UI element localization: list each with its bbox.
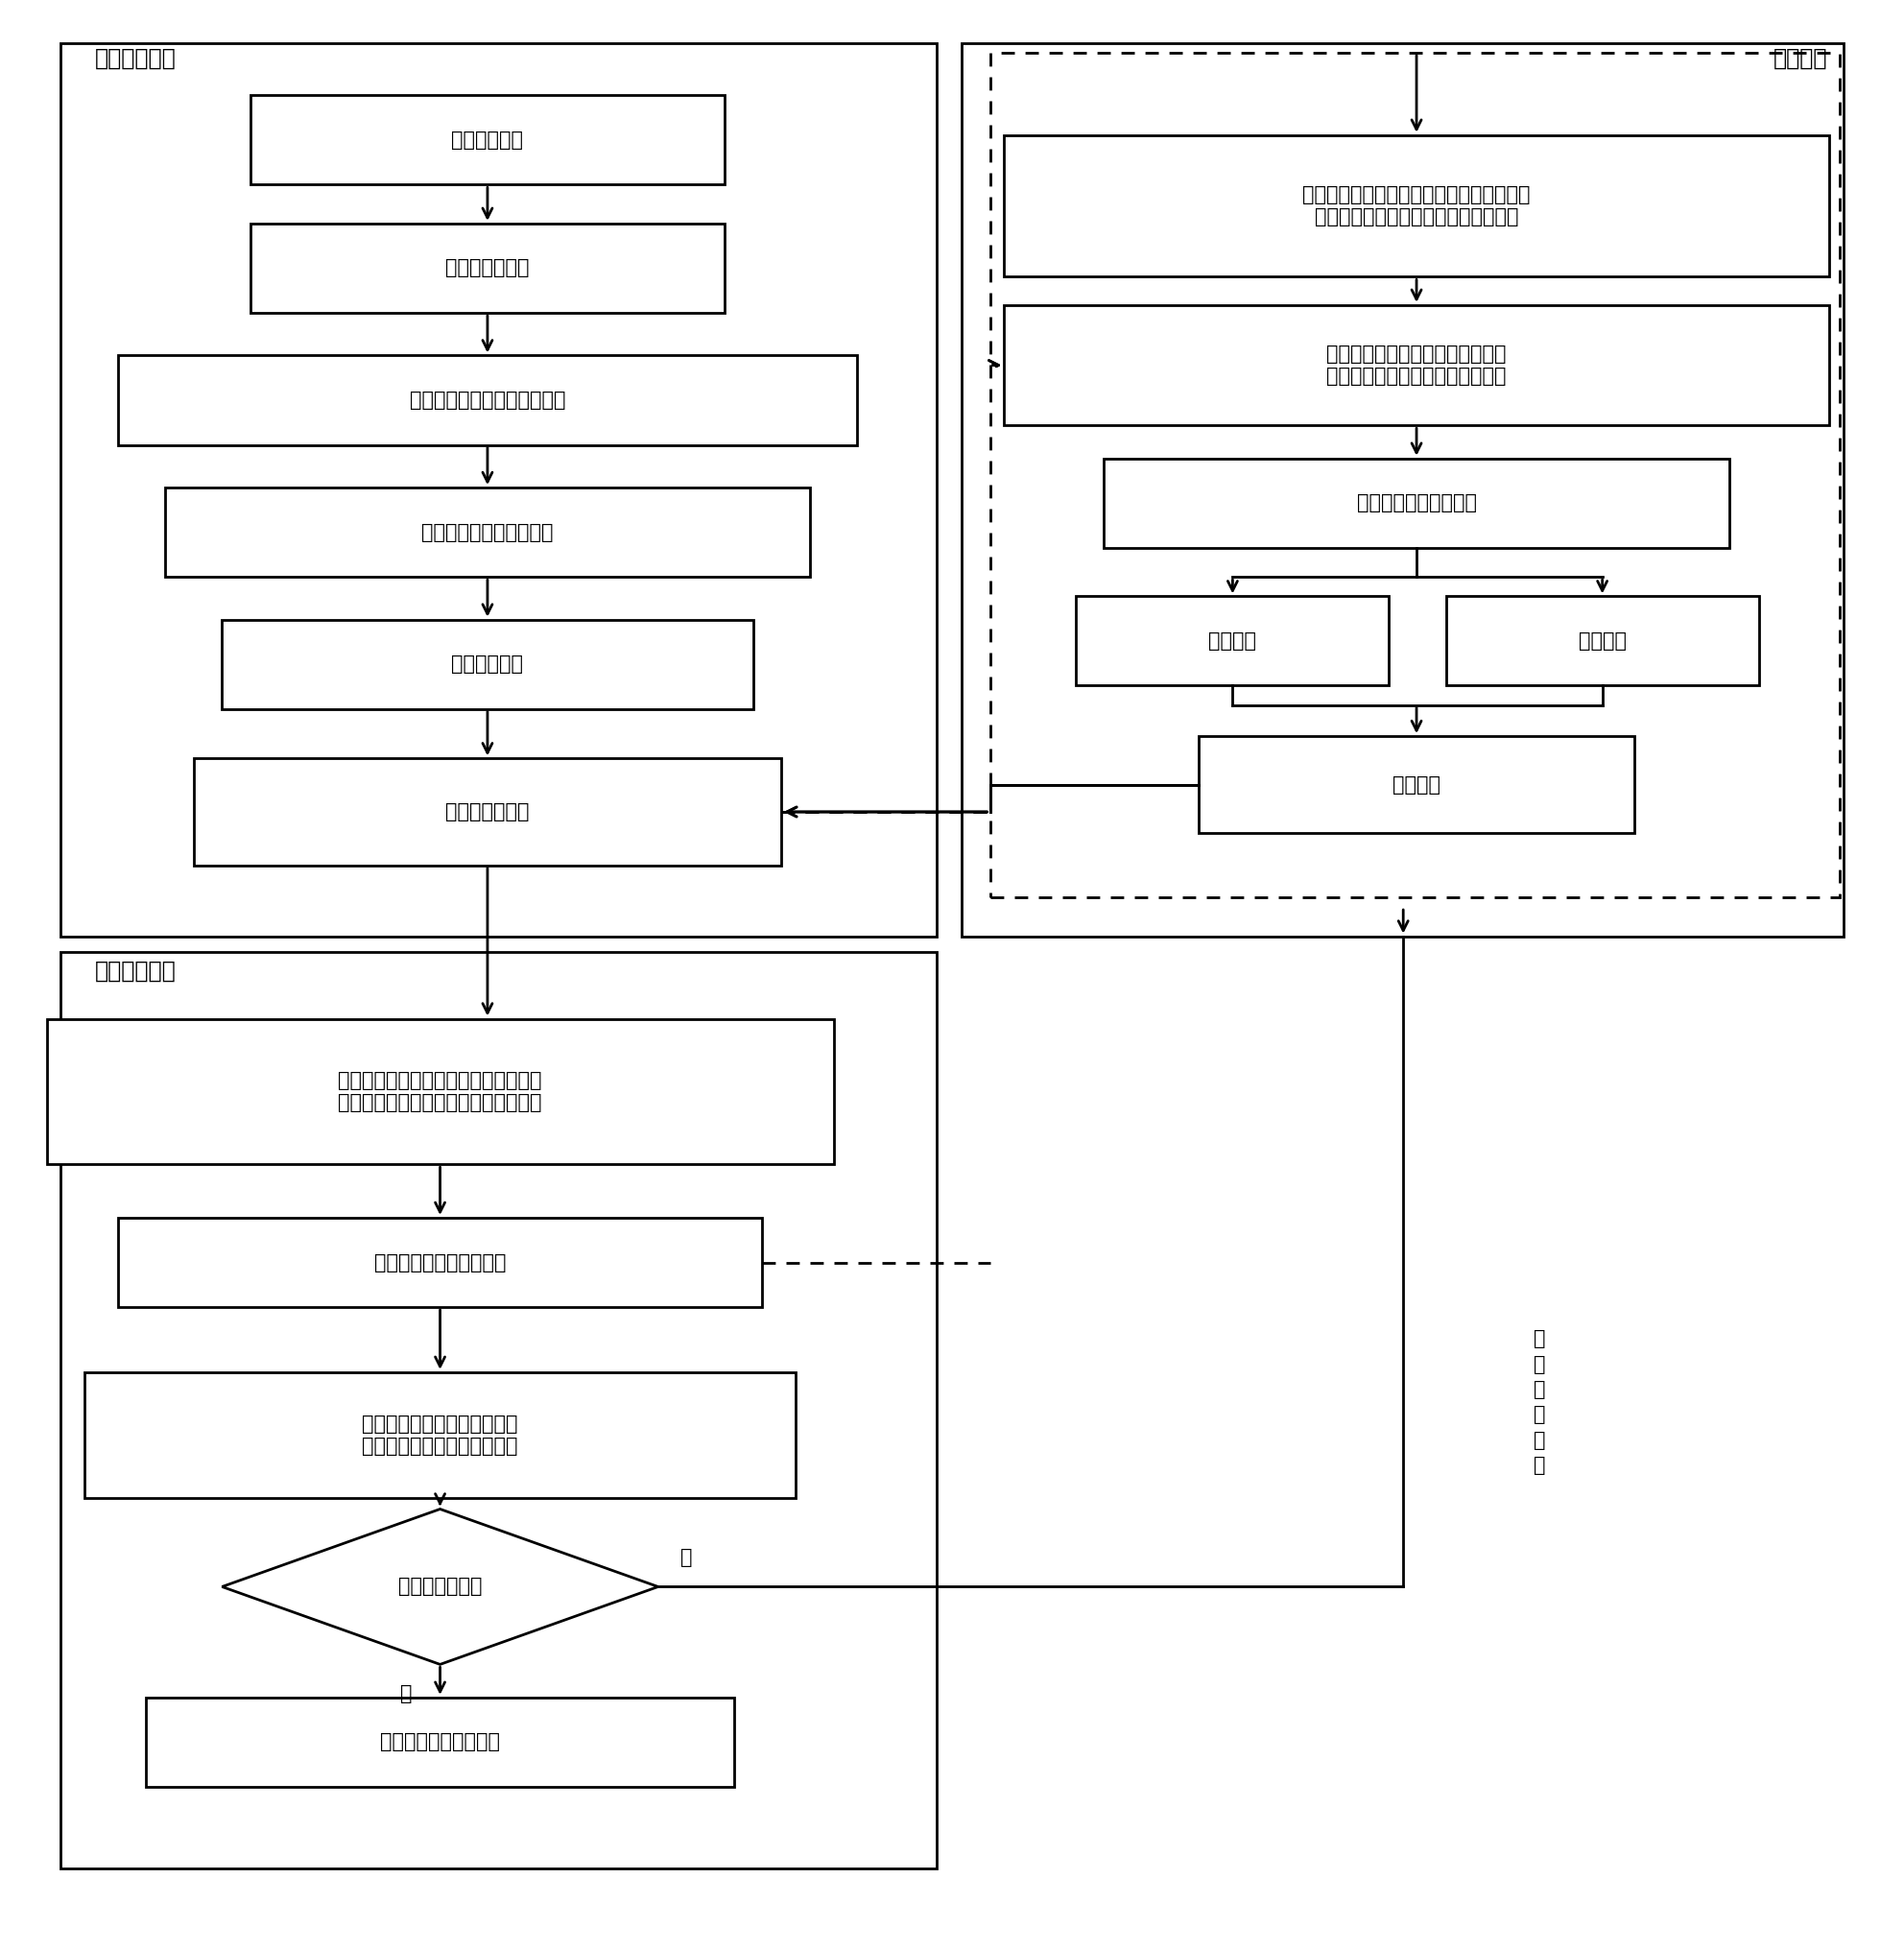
Text: 否: 否 (682, 1548, 693, 1568)
FancyBboxPatch shape (1445, 597, 1759, 686)
Text: 结论属性: 结论属性 (1578, 632, 1626, 651)
FancyBboxPatch shape (1003, 304, 1830, 425)
Text: 对原始决策表进行离散化处理: 对原始决策表进行离散化处理 (409, 390, 565, 409)
Bar (990, 53, 1839, 897)
Text: 规则校验: 规则校验 (1392, 774, 1441, 794)
Text: 是: 是 (400, 1685, 411, 1702)
FancyBboxPatch shape (223, 620, 752, 710)
Text: 构建原始决策表: 构建原始决策表 (446, 259, 529, 277)
Text: 专家系统预测: 专家系统预测 (95, 959, 177, 983)
Text: 启
动
在
线
学
习: 启 动 在 线 学 习 (1535, 1330, 1546, 1474)
Text: 输出结晶状态预测结果: 输出结晶状态预测结果 (1356, 493, 1476, 513)
Text: 以实时的条件属性离散值作为输入
变量输入到模型中，进行在线预测: 以实时的条件属性离散值作为输入 变量输入到模型中，进行在线预测 (1327, 345, 1506, 386)
Polygon shape (223, 1509, 659, 1665)
FancyBboxPatch shape (1198, 737, 1634, 833)
FancyBboxPatch shape (1076, 597, 1390, 686)
Text: 离线知识获取: 离线知识获取 (95, 47, 177, 70)
FancyBboxPatch shape (84, 1373, 796, 1498)
FancyBboxPatch shape (251, 96, 725, 185)
FancyBboxPatch shape (118, 355, 857, 445)
FancyBboxPatch shape (118, 1217, 762, 1306)
Text: 在线学习: 在线学习 (1775, 47, 1828, 70)
Text: 从动态数据库中获取影响煮糖过程结晶
状态的因素的实时值作为实时数据样本: 从动态数据库中获取影响煮糖过程结晶 状态的因素的实时值作为实时数据样本 (339, 1071, 543, 1111)
Text: 历史数据样本: 历史数据样本 (451, 131, 524, 150)
Text: 采用粗糙集理论进行约简: 采用粗糙集理论进行约简 (421, 523, 554, 542)
Text: 实时数据样本离散化处理: 实时数据样本离散化处理 (373, 1252, 506, 1271)
FancyBboxPatch shape (166, 488, 809, 577)
Text: 输出结晶状态预测结果: 输出结晶状态预测结果 (381, 1732, 501, 1751)
FancyBboxPatch shape (194, 759, 781, 866)
Text: 预测规则提取: 预测规则提取 (451, 655, 524, 675)
Text: 专家系统的推理机利用现有专
家知识库的知识进行规则匹配: 专家系统的推理机利用现有专 家知识库的知识进行规则匹配 (362, 1414, 518, 1457)
FancyBboxPatch shape (147, 1696, 733, 1786)
Text: 专家系统知识库: 专家系统知识库 (446, 801, 529, 821)
Text: 条件属性: 条件属性 (1209, 632, 1257, 651)
FancyBboxPatch shape (1003, 135, 1830, 277)
Text: 是否匹配成功？: 是否匹配成功？ (398, 1578, 482, 1597)
FancyBboxPatch shape (251, 224, 725, 312)
FancyBboxPatch shape (48, 1018, 834, 1164)
Text: 以专家系统知识库的规则作为样本，构建基
于支持向量机的预测规则在线学习模型: 以专家系统知识库的规则作为样本，构建基 于支持向量机的预测规则在线学习模型 (1302, 185, 1531, 226)
FancyBboxPatch shape (1104, 458, 1729, 548)
